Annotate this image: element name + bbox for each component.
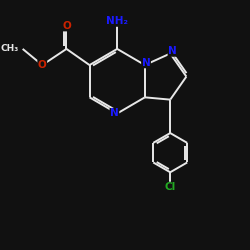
- Text: O: O: [38, 60, 47, 70]
- Text: N: N: [110, 108, 119, 118]
- Text: N: N: [142, 58, 150, 68]
- Text: NH₂: NH₂: [106, 16, 128, 26]
- Text: Cl: Cl: [164, 182, 176, 192]
- Text: O: O: [62, 21, 71, 31]
- Text: N: N: [168, 46, 177, 56]
- Text: CH₃: CH₃: [1, 44, 19, 54]
